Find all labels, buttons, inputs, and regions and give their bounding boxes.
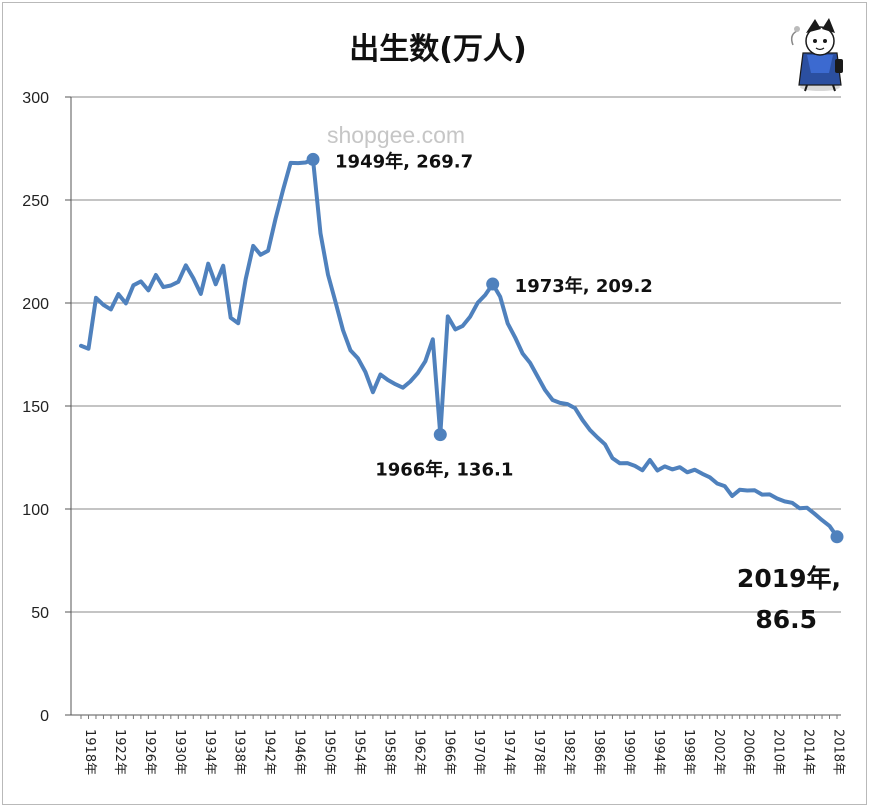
x-tick-label: 1930年 <box>172 729 187 775</box>
x-tick-label: 1922年 <box>112 729 127 775</box>
x-tick-label: 1998年 <box>681 729 696 775</box>
x-tick-label: 2018年 <box>831 729 846 775</box>
x-tick-label: 1986年 <box>591 729 606 775</box>
x-tick-label: 1938年 <box>232 729 247 775</box>
y-tick-labels: 0 50 100 150 200 250 300 <box>22 90 49 725</box>
mascot-logo-icon <box>790 18 843 92</box>
y-tick-label: 300 <box>22 90 49 107</box>
x-tick-label: 1978年 <box>531 729 546 775</box>
annotation-label: 1949年, 269.7 <box>335 150 473 172</box>
x-tick-label: 2006年 <box>741 729 756 775</box>
axes <box>65 96 841 719</box>
x-tick-label: 1962年 <box>411 729 426 775</box>
annotation-marker <box>306 152 320 166</box>
x-tick-label: 1950年 <box>322 729 337 775</box>
y-tick-label: 100 <box>22 502 49 519</box>
y-tick-label: 0 <box>40 708 49 725</box>
x-tick-label: 1942年 <box>262 729 277 775</box>
x-tick-label: 1966年 <box>441 729 456 775</box>
x-tick-label: 1990年 <box>621 729 636 775</box>
x-tick-label: 1994年 <box>651 729 666 775</box>
annotation-label: 1966年, 136.1 <box>375 459 513 481</box>
y-tick-label: 50 <box>31 605 49 622</box>
watermark: shopgee.com <box>327 122 465 148</box>
y-tick-label: 200 <box>22 296 49 313</box>
series <box>79 157 839 539</box>
x-tick-labels: 1918年 1922年 1926年 1930年 1934年 1938年 1942年 1946年… <box>82 729 846 775</box>
x-tick-label: 1926年 <box>142 729 157 775</box>
annotation-label: 1973年, 209.2 <box>515 275 653 297</box>
x-tick-label: 1958年 <box>381 729 396 775</box>
x-tick-label: 1918年 <box>82 729 97 775</box>
x-tick-label: 1982年 <box>561 729 576 775</box>
series-line-0 <box>79 157 839 539</box>
y-tick-label: 150 <box>22 399 49 416</box>
annotation-value: 86.5 <box>755 605 817 634</box>
chart-title: 出生数(万人) <box>349 32 526 67</box>
x-tick-label: 2002年 <box>711 729 726 775</box>
y-tick-label: 250 <box>22 193 49 210</box>
annotation-label: 2019年, <box>737 564 841 593</box>
x-tick-label: 1970年 <box>471 729 486 775</box>
annotation-marker <box>830 530 844 544</box>
x-tick-label: 1974年 <box>501 729 516 775</box>
x-tick-label: 2010年 <box>771 729 786 775</box>
annotation-marker <box>486 277 500 291</box>
x-tick-label: 1954年 <box>351 729 366 775</box>
x-tick-label: 1934年 <box>202 729 217 775</box>
x-tick-label: 1946年 <box>292 729 307 775</box>
grid-lines <box>71 96 841 613</box>
annotations: 1949年, 269.7 1966年, 136.1 1973年, 209.2 2019… <box>306 150 844 634</box>
x-tick-label: 2014年 <box>801 729 816 775</box>
annotation-marker <box>433 428 447 442</box>
